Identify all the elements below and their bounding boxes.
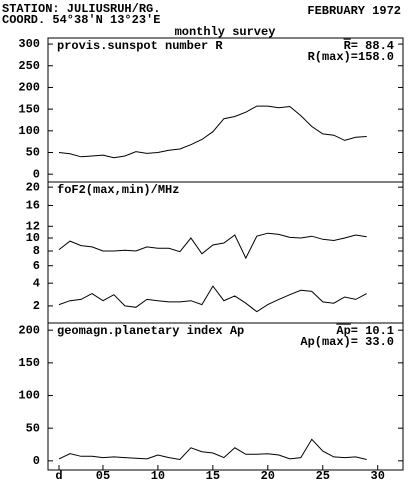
x-tick-label: 30 [371, 469, 385, 480]
y-tick-label: 0 [33, 454, 40, 468]
panel-title: geomagn.planetary index Ap [57, 324, 244, 338]
y-tick-label: 100 [18, 124, 40, 138]
x-tick-label: 05 [96, 469, 110, 480]
y-tick-label: 50 [26, 421, 40, 435]
y-tick-label: 300 [18, 37, 40, 51]
series-line [58, 438, 367, 461]
date: FEBRUARY 1972 [307, 4, 401, 18]
y-tick-label: 10 [26, 231, 40, 245]
y-tick-label: 150 [18, 356, 40, 370]
x-tick-label: 10 [151, 469, 165, 480]
y-tick-label: 2 [33, 299, 40, 313]
x-tick-label: 25 [316, 469, 330, 480]
y-tick-label: 200 [18, 323, 40, 337]
panel-title: provis.sunspot number R [57, 39, 223, 53]
y-tick-label: 6 [33, 259, 40, 273]
y-tick-label: 16 [26, 199, 40, 213]
y-tick-label: 100 [18, 389, 40, 403]
y-tick-label: 4 [33, 276, 40, 290]
x-tick-label: 15 [206, 469, 220, 480]
y-tick-label: 0 [33, 167, 40, 181]
x-tick-label: 20 [261, 469, 275, 480]
y-tick-label: 8 [33, 244, 40, 258]
y-tick-label: 12 [26, 219, 40, 233]
series-line [58, 232, 367, 260]
panel-frame [47, 181, 404, 324]
subtitle: monthly survey [175, 25, 276, 39]
coord: COORD. 54°38'N 13°23'E [2, 13, 160, 27]
annotation: R(max)=158.0 [308, 50, 394, 64]
y-tick-label: 250 [18, 59, 40, 73]
y-tick-label: 200 [18, 81, 40, 95]
station: STATION: JULIUSRUH/RG. [2, 2, 160, 16]
panel-title: foF2(max,min)/MHz [57, 183, 179, 197]
y-tick-label: 150 [18, 102, 40, 116]
panel-frame [47, 322, 404, 471]
x-tick-label: d [55, 469, 62, 480]
y-tick-label: 20 [26, 180, 40, 194]
annotation: Ap= 10.1 [336, 324, 394, 338]
annotation: Ap(max)= 33.0 [300, 335, 394, 349]
series-line [58, 105, 367, 159]
annotation: R= 88.4 [344, 39, 394, 53]
y-tick-label: 50 [26, 146, 40, 160]
series-line [58, 285, 367, 313]
